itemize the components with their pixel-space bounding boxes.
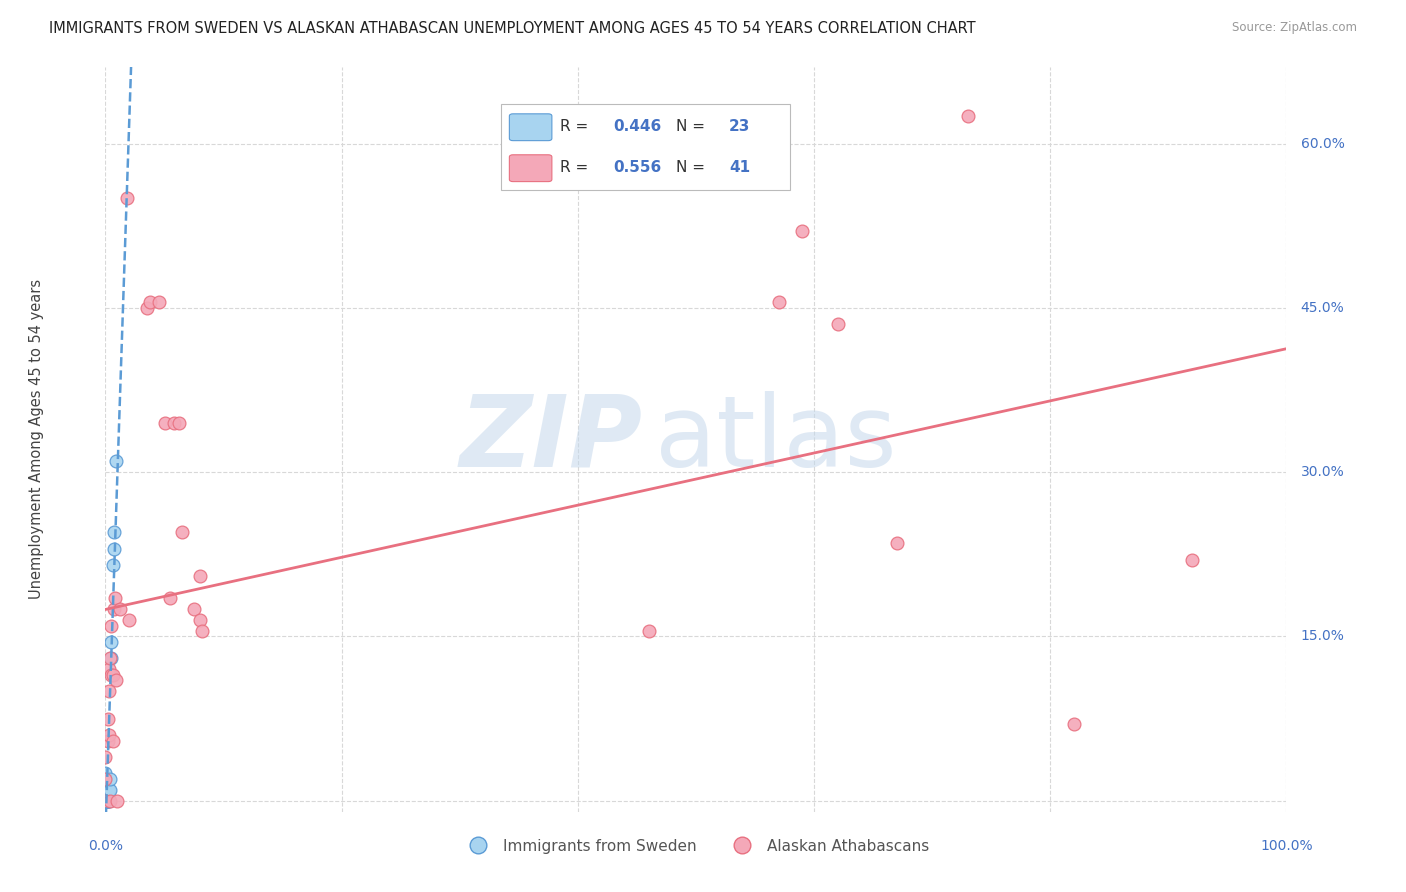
- Point: [94, 766, 117, 780]
- Point: [103, 541, 125, 556]
- Point: [101, 668, 124, 682]
- Point: [94, 794, 117, 808]
- Point: [98, 728, 121, 742]
- Point: [97, 712, 120, 726]
- Text: 0.556: 0.556: [613, 160, 662, 175]
- Point: [98, 662, 121, 676]
- Point: [183, 602, 205, 616]
- Point: [94, 794, 117, 808]
- Point: [94, 772, 117, 786]
- Text: R =: R =: [560, 160, 593, 175]
- FancyBboxPatch shape: [509, 114, 553, 141]
- Point: [94, 794, 117, 808]
- Point: [94, 750, 117, 764]
- Point: [103, 525, 125, 540]
- Point: [96, 794, 118, 808]
- Point: [103, 602, 125, 616]
- Text: 0.0%: 0.0%: [89, 839, 122, 853]
- Point: [98, 651, 121, 665]
- Point: [827, 318, 849, 332]
- Text: 60.0%: 60.0%: [1301, 136, 1344, 151]
- Point: [768, 295, 790, 310]
- Text: 45.0%: 45.0%: [1301, 301, 1344, 315]
- Point: [886, 536, 908, 550]
- Point: [104, 591, 127, 606]
- Point: [98, 782, 121, 797]
- Point: [1181, 553, 1204, 567]
- Point: [108, 602, 131, 616]
- Point: [153, 416, 176, 430]
- Text: 30.0%: 30.0%: [1301, 465, 1344, 479]
- Point: [97, 733, 120, 747]
- Text: Unemployment Among Ages 45 to 54 years: Unemployment Among Ages 45 to 54 years: [30, 279, 45, 599]
- Text: 15.0%: 15.0%: [1301, 630, 1344, 643]
- Point: [97, 794, 120, 808]
- Point: [101, 558, 124, 573]
- Text: ZIP: ZIP: [460, 391, 643, 488]
- Point: [98, 794, 121, 808]
- Point: [163, 416, 186, 430]
- Text: R =: R =: [560, 119, 593, 134]
- Text: Source: ZipAtlas.com: Source: ZipAtlas.com: [1232, 21, 1357, 34]
- FancyBboxPatch shape: [501, 104, 790, 190]
- Point: [98, 772, 121, 786]
- Text: 0.446: 0.446: [613, 119, 662, 134]
- Point: [1063, 717, 1085, 731]
- Point: [172, 525, 194, 540]
- Point: [94, 794, 117, 808]
- Point: [637, 624, 659, 638]
- Point: [167, 416, 190, 430]
- Point: [96, 794, 118, 808]
- Point: [97, 782, 120, 797]
- Point: [94, 782, 117, 797]
- Text: IMMIGRANTS FROM SWEDEN VS ALASKAN ATHABASCAN UNEMPLOYMENT AMONG AGES 45 TO 54 YE: IMMIGRANTS FROM SWEDEN VS ALASKAN ATHABA…: [49, 21, 976, 36]
- Point: [98, 794, 121, 808]
- Text: atlas: atlas: [655, 391, 896, 488]
- Text: 100.0%: 100.0%: [1260, 839, 1313, 853]
- Point: [105, 673, 128, 688]
- Point: [105, 794, 128, 808]
- Point: [101, 733, 124, 747]
- Point: [97, 794, 120, 808]
- Point: [100, 618, 122, 632]
- Point: [98, 782, 121, 797]
- Point: [139, 295, 162, 310]
- Point: [191, 624, 214, 638]
- Point: [188, 569, 211, 583]
- Point: [98, 684, 121, 698]
- Text: N =: N =: [676, 160, 710, 175]
- Point: [100, 635, 122, 649]
- Point: [100, 668, 122, 682]
- FancyBboxPatch shape: [509, 155, 553, 182]
- Text: N =: N =: [676, 119, 710, 134]
- Point: [115, 191, 138, 205]
- Point: [105, 454, 128, 468]
- Point: [135, 301, 157, 315]
- Point: [100, 651, 122, 665]
- Point: [96, 794, 118, 808]
- Point: [148, 295, 170, 310]
- Text: 23: 23: [730, 119, 751, 134]
- Text: 41: 41: [730, 160, 751, 175]
- Point: [159, 591, 181, 606]
- Point: [188, 613, 211, 627]
- Legend: Immigrants from Sweden, Alaskan Athabascans: Immigrants from Sweden, Alaskan Athabasc…: [457, 833, 935, 860]
- Point: [118, 613, 141, 627]
- Point: [956, 109, 979, 123]
- Point: [792, 224, 814, 238]
- Point: [94, 772, 117, 786]
- Point: [94, 794, 117, 808]
